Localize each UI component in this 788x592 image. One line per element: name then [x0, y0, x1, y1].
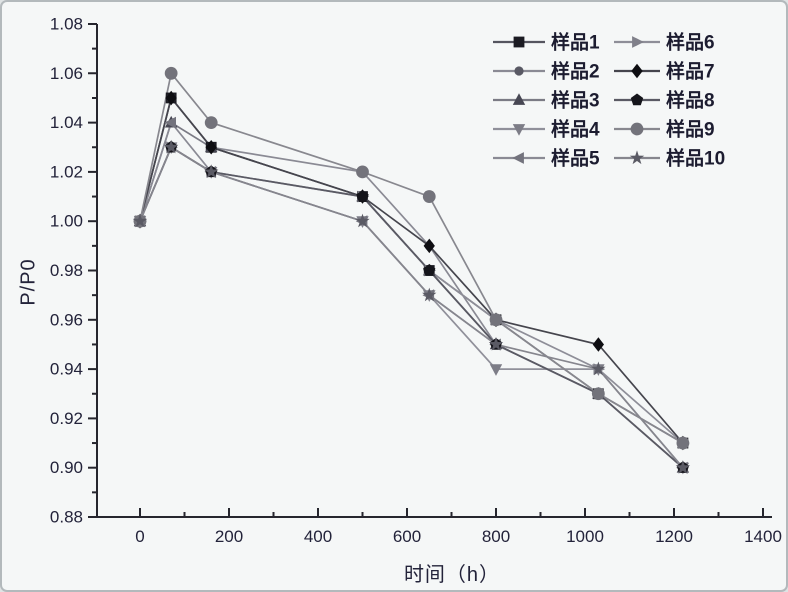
- data-point-样品9: [204, 116, 218, 129]
- legend-marker-pentagon: [630, 93, 644, 106]
- data-point-样品10: [164, 139, 179, 154]
- y-tick-label: 0.94: [50, 360, 83, 379]
- legend-marker-triangle-up: [512, 93, 526, 105]
- data-point-样品9: [356, 165, 369, 179]
- x-tick-label: 800: [482, 527, 510, 546]
- data-point-样品8: [356, 190, 369, 202]
- x-tick-label: 1400: [744, 527, 782, 546]
- y-tick-label: 0.96: [50, 310, 83, 329]
- data-point-样品7: [592, 337, 604, 352]
- data-point-样品8: [423, 264, 436, 276]
- legend-item-样品4: 样品4: [493, 118, 600, 141]
- legend-marker-triangle-left: [512, 152, 524, 164]
- y-tick-label: 0.92: [50, 409, 83, 428]
- x-axis-title: 时间（h）: [403, 564, 501, 586]
- data-point-样品10: [204, 164, 219, 178]
- legend-marker-triangle-down: [512, 124, 526, 136]
- data-point-样品7: [165, 90, 177, 106]
- y-tick-label: 1.02: [50, 162, 83, 181]
- legend-item-样品10: 样品10: [614, 147, 725, 170]
- data-point-样品10: [422, 287, 437, 302]
- legend-item-样品3: 样品3: [493, 89, 600, 112]
- data-point-样品7: [205, 140, 217, 155]
- series-line-样品10: [139, 146, 684, 469]
- y-tick-label: 1.06: [50, 64, 83, 83]
- x-tick-label: 1000: [566, 527, 604, 546]
- data-point-样品7: [423, 238, 435, 254]
- y-tick-label: 0.90: [50, 458, 83, 477]
- series-line-样品7: [139, 96, 684, 444]
- legend-label: 样品1: [551, 31, 600, 54]
- data-point-样品9: [164, 66, 178, 80]
- legend-marker-circle: [630, 122, 644, 136]
- legend-marker-diamond: [631, 63, 643, 79]
- data-point-样品9: [676, 436, 690, 450]
- x-tick-label: 0: [135, 527, 144, 546]
- y-axis-title: P/P0: [17, 258, 40, 306]
- x-tick-label: 200: [215, 527, 243, 546]
- data-point-样品9: [422, 190, 436, 203]
- legend-marker-circle: [514, 66, 524, 76]
- data-point-样品10: [591, 361, 606, 376]
- y-tick-label: 1.04: [50, 113, 83, 132]
- data-point-样品9: [489, 313, 503, 327]
- data-point-样品10: [355, 213, 370, 228]
- legend-item-样品9: 样品9: [614, 118, 715, 141]
- data-point-样品10: [132, 213, 148, 228]
- series-line-样品4: [139, 146, 684, 469]
- legend-marker-star: [629, 150, 645, 165]
- y-tick-label: 1.00: [50, 212, 83, 231]
- x-tick-label: 1200: [655, 527, 693, 546]
- y-tick-label: 0.88: [50, 508, 83, 527]
- legend-marker-square: [513, 36, 525, 48]
- data-point-样品9: [591, 387, 605, 401]
- legend-label: 样品8: [666, 89, 715, 112]
- x-tick-label: 400: [304, 527, 332, 546]
- series-line-样品9: [139, 71, 684, 444]
- legend-item-样品2: 样品2: [493, 60, 600, 83]
- legend-item-样品8: 样品8: [614, 89, 715, 112]
- legend-label: 样品5: [551, 147, 600, 170]
- y-tick-label: 0.98: [50, 261, 83, 280]
- legend-item-样品7: 样品7: [614, 60, 715, 83]
- legend-label: 样品9: [666, 118, 715, 141]
- data-point-样品4: [489, 364, 503, 376]
- x-tick-label: 600: [393, 527, 421, 546]
- legend-label: 样品6: [666, 31, 715, 54]
- series-line-样品8: [139, 146, 684, 469]
- legend-label: 样品7: [666, 60, 715, 83]
- legend-label: 样品3: [551, 89, 600, 112]
- legend-item-样品5: 样品5: [493, 147, 600, 170]
- data-point-样品5: [164, 116, 176, 129]
- legend-item-样品1: 样品1: [493, 31, 600, 54]
- legend-item-样品6: 样品6: [614, 31, 715, 54]
- data-point-样品10: [675, 460, 691, 474]
- y-tick-label: 1.08: [50, 15, 83, 34]
- legend-marker-triangle-right: [632, 36, 644, 48]
- legend-label: 样品4: [551, 118, 600, 141]
- data-point-样品10: [488, 336, 504, 351]
- legend-label: 样品10: [666, 147, 725, 170]
- legend-label: 样品2: [551, 60, 600, 83]
